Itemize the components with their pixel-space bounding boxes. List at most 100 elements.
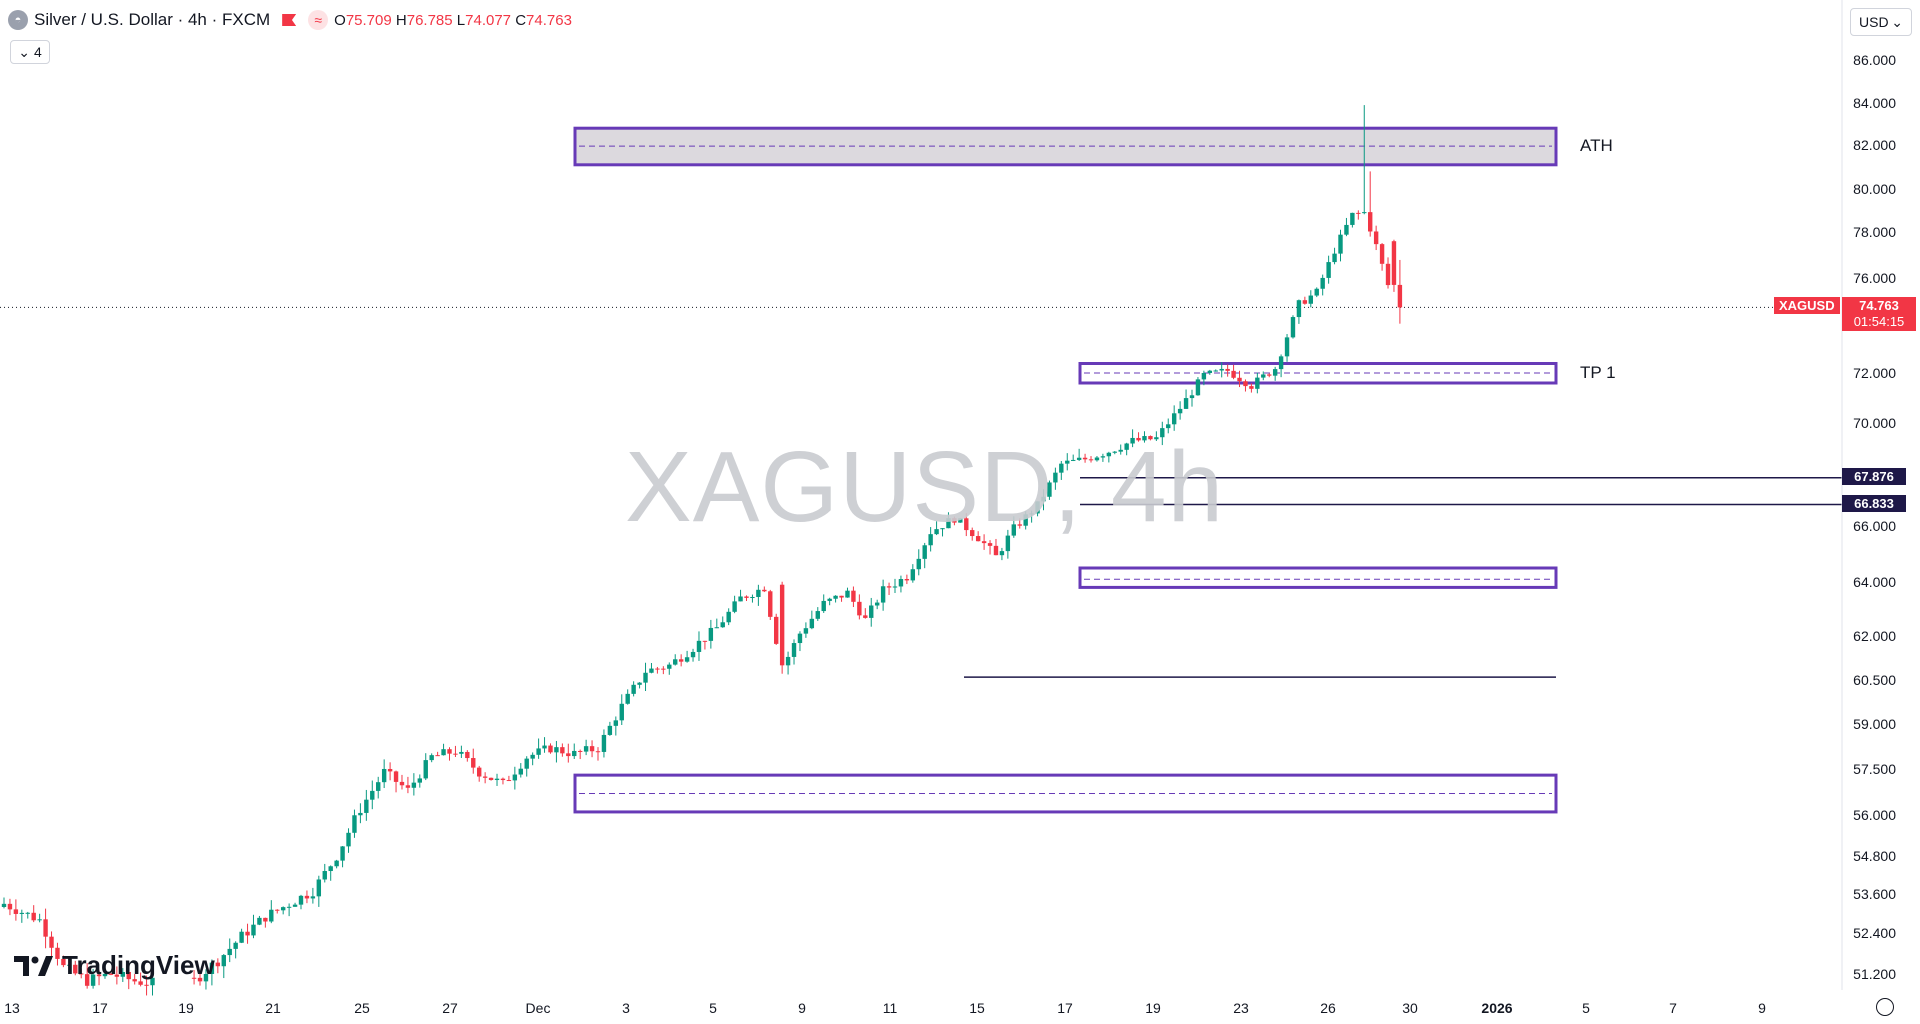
candle-body	[542, 745, 547, 749]
current-price-badge: 74.763 01:54:15	[1842, 297, 1916, 332]
candle-body	[1332, 253, 1337, 263]
tradingview-logo-icon	[14, 955, 53, 976]
candle-body	[209, 962, 215, 974]
candle-body	[1207, 370, 1213, 373]
candle-body	[518, 768, 523, 775]
zone-box[interactable]	[1078, 566, 1558, 589]
date-tick-label: 15	[969, 1000, 985, 1016]
indicator-count: 4	[33, 44, 42, 60]
candle-body	[1350, 212, 1355, 225]
date-tick-label: 11	[882, 1000, 898, 1016]
candle-body	[49, 936, 54, 948]
candle-body	[708, 627, 714, 641]
candle-body	[1029, 513, 1034, 515]
candle-body	[851, 590, 856, 602]
currency-select[interactable]: USD ⌄	[1850, 8, 1912, 36]
candle-body	[73, 964, 78, 974]
candle-body	[774, 616, 779, 644]
candle-body	[1094, 457, 1100, 461]
price-tick-label: 56.000	[1853, 807, 1896, 823]
candle-body	[1385, 263, 1391, 286]
candle-body	[477, 767, 482, 777]
candle-body	[37, 919, 42, 921]
candle-body	[726, 611, 731, 623]
gear-icon[interactable]	[1876, 998, 1894, 1016]
candle-body	[239, 931, 244, 943]
candle-body	[702, 640, 708, 642]
candle-body	[1278, 356, 1284, 370]
wave-icon[interactable]: ≈	[308, 10, 329, 30]
candle-body	[1053, 472, 1058, 483]
candle-body	[999, 551, 1005, 556]
candle-body	[857, 601, 862, 616]
candle-body	[744, 596, 749, 598]
low-label: L	[456, 11, 466, 29]
candle-body	[227, 948, 232, 956]
candle-body	[251, 924, 256, 936]
candle-body	[1213, 370, 1218, 372]
price-tick-label: 76.000	[1853, 270, 1896, 286]
candle-body	[453, 753, 458, 755]
symbol-title[interactable]: Silver / U.S. Dollar · 4h · FXCM	[34, 10, 271, 29]
candle-body	[1302, 300, 1308, 304]
candle-body	[447, 749, 452, 754]
candle-body	[952, 518, 957, 523]
flag-icon[interactable]	[282, 14, 297, 26]
tradingview-logo[interactable]: TradingView	[14, 950, 215, 981]
candle-body	[1237, 377, 1242, 382]
candle-body	[1183, 398, 1189, 409]
candle-body	[1011, 524, 1016, 536]
candle-body	[1231, 370, 1236, 378]
candle-body	[393, 771, 399, 782]
candle-body	[981, 541, 987, 544]
zone-box[interactable]	[1078, 362, 1558, 385]
candle-body	[530, 754, 535, 759]
candle-body	[536, 748, 541, 755]
candle-body	[904, 579, 910, 581]
zone-label: TP 1	[1580, 363, 1616, 382]
candle-body	[993, 545, 999, 556]
candle-body	[114, 974, 120, 977]
candle-body	[120, 971, 125, 977]
zones-layer	[573, 126, 1558, 814]
candle-body	[370, 790, 375, 800]
candle-body	[589, 746, 595, 752]
candle-body	[441, 749, 446, 756]
candle-body	[797, 633, 803, 644]
candle-body	[613, 720, 619, 726]
candle-body	[809, 618, 815, 629]
candle-body	[916, 558, 921, 570]
logo-text: TradingView	[62, 950, 215, 980]
candle-body	[1290, 317, 1296, 338]
candle-body	[417, 778, 422, 783]
candle-body	[886, 586, 892, 588]
candle-body	[203, 973, 209, 982]
candle-body	[1201, 372, 1207, 380]
candle-body	[340, 846, 345, 861]
candle-body	[791, 643, 797, 657]
candle-body	[1130, 437, 1135, 444]
zone-box[interactable]	[573, 773, 1558, 814]
candle-body	[286, 906, 292, 908]
candle-body	[714, 627, 719, 629]
close-value: 74.763	[526, 11, 572, 29]
candle-body	[524, 758, 529, 769]
high-value: 76.785	[406, 11, 453, 29]
candle-body	[488, 777, 494, 781]
candle-body	[1076, 457, 1082, 460]
candle-body	[334, 860, 339, 867]
candle-body	[869, 605, 874, 618]
silver-symbol-icon[interactable]: ◓	[8, 10, 28, 30]
candle-body	[1373, 231, 1379, 245]
candle-body	[696, 640, 702, 652]
candle-body	[292, 904, 298, 907]
candle-body	[1308, 295, 1313, 304]
candle-body	[566, 753, 571, 757]
candle-body	[1362, 212, 1367, 214]
candle-body	[601, 734, 607, 752]
candle-body	[1082, 457, 1088, 460]
indicators-toggle-button[interactable]: ⌄ 4	[10, 40, 50, 64]
high-label: H	[395, 11, 407, 29]
candle-body	[233, 942, 238, 949]
